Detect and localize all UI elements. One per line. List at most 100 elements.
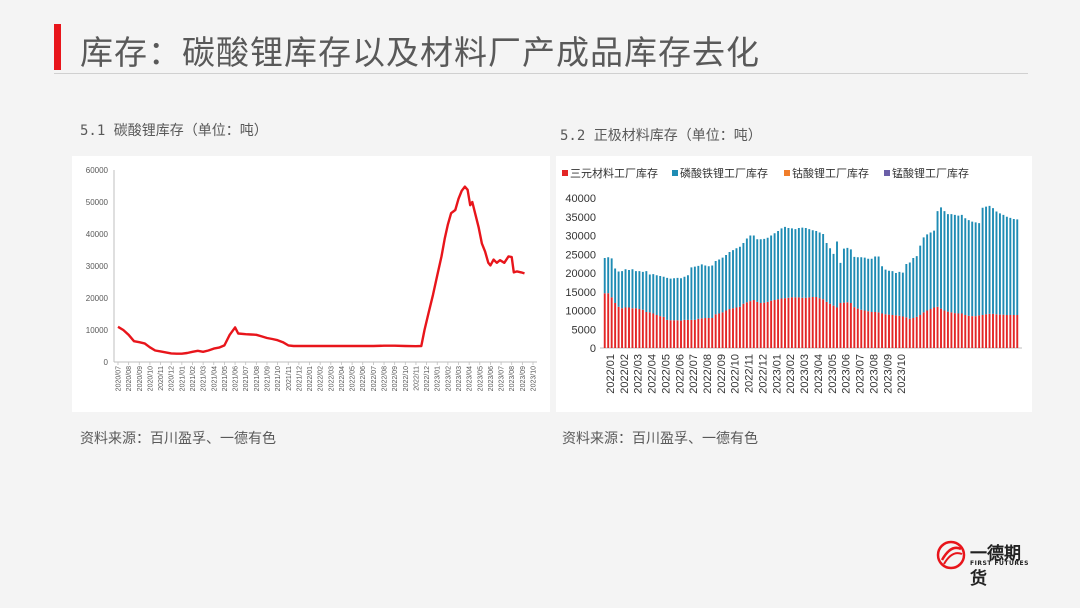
bar-ternary <box>638 309 641 348</box>
bar-ternary <box>825 301 828 349</box>
bar-lfp <box>874 256 877 312</box>
bar-lfp <box>759 239 762 303</box>
bar-lfp <box>922 237 925 313</box>
bar-ternary <box>614 303 617 348</box>
y-tick-label: 0 <box>590 343 596 355</box>
bar-ternary <box>725 310 728 348</box>
y-tick-label: 30000 <box>86 262 109 271</box>
right-chart-source: 资料来源：百川盈孚、一德有色 <box>562 431 758 447</box>
bar-lfp <box>881 266 884 314</box>
bar-ternary <box>801 297 804 348</box>
bar-ternary <box>964 315 967 348</box>
bar-ternary <box>610 297 613 349</box>
bar-ternary <box>631 308 634 348</box>
bar-ternary <box>995 314 998 348</box>
y-tick-label: 40000 <box>565 193 596 205</box>
bar-lfp <box>669 278 672 321</box>
y-tick-label: 15000 <box>565 287 596 299</box>
y-tick-label: 25000 <box>565 249 596 261</box>
y-tick-label: 0 <box>104 358 109 367</box>
bar-lfp <box>804 228 807 298</box>
bar-lfp <box>998 213 1001 315</box>
bar-ternary <box>628 307 630 348</box>
x-tick-label: 2023/05 <box>477 366 484 391</box>
right-chart-subtitle: 5.2 正极材料库存（单位：吨） <box>560 128 762 144</box>
bar-ternary <box>992 313 994 349</box>
bar-ternary <box>988 313 991 349</box>
bar-lfp <box>686 275 689 320</box>
bar-lfp <box>614 268 617 303</box>
bar-ternary <box>804 297 807 348</box>
bar-ternary <box>648 312 651 349</box>
x-tick-label: 2022/07 <box>371 366 378 391</box>
x-tick-label: 2023/08 <box>868 354 880 394</box>
bar-ternary <box>832 305 835 349</box>
bar-lfp <box>766 237 769 302</box>
bar-lfp <box>936 211 939 307</box>
x-tick-label: 2022/11 <box>744 354 756 393</box>
bar-lfp <box>919 245 922 316</box>
bar-lfp <box>974 222 977 317</box>
bar-lfp <box>634 271 637 309</box>
x-tick-label: 2020/07 <box>116 366 123 391</box>
x-tick-label: 2022/10 <box>403 366 410 391</box>
company-logo-name: 一德期货 <box>970 544 1021 589</box>
bar-ternary <box>818 298 821 349</box>
x-tick-label: 2023/07 <box>499 366 506 391</box>
x-tick-label: 2022/12 <box>424 366 431 391</box>
bar-ternary <box>946 311 949 349</box>
bar-ternary <box>790 297 793 349</box>
bar-lfp <box>787 228 790 298</box>
bar-lfp <box>752 235 755 300</box>
x-tick-label: 2020/10 <box>147 366 154 391</box>
bar-ternary <box>742 303 745 348</box>
bar-lfp <box>808 229 811 298</box>
bar-ternary <box>1005 315 1008 348</box>
cathode-inventory-bar-chart: 三元材料工厂库存 磷酸铁锂工厂库存 钴酸锂工厂库存 锰酸锂工厂库存 0 5000 10000… <box>562 166 1022 394</box>
bar-lfp <box>749 235 752 302</box>
bar-lfp <box>898 271 901 316</box>
legend-swatch <box>562 170 568 176</box>
bar-lfp <box>870 258 873 312</box>
bar-lfp <box>714 261 717 315</box>
bar-lfp <box>655 275 658 315</box>
bar-ternary <box>881 313 884 348</box>
bar-ternary <box>773 300 776 348</box>
bar-lfp <box>877 256 880 313</box>
bar-lfp <box>624 269 627 308</box>
bar-lfp <box>825 243 828 302</box>
bar-ternary <box>908 318 911 348</box>
bar-ternary <box>846 302 849 348</box>
bar-ternary <box>888 314 890 349</box>
y-tick-label: 5000 <box>572 324 596 336</box>
bar-lfp <box>960 214 963 314</box>
bar-ternary <box>950 312 953 349</box>
bar-lfp <box>693 266 696 320</box>
bar-lfp <box>610 258 613 298</box>
y-tick-label: 60000 <box>86 166 109 175</box>
bar-ternary <box>690 319 693 349</box>
bar-ternary <box>898 315 901 348</box>
y-tick-label: 30000 <box>565 231 596 243</box>
x-tick-label: 2023/09 <box>520 366 527 391</box>
bar-ternary <box>867 311 870 348</box>
bar-ternary <box>697 318 700 348</box>
bar-ternary <box>836 307 838 348</box>
bar-lfp <box>829 248 832 304</box>
x-tick-label: 2022/10 <box>730 354 742 394</box>
bar-ternary <box>666 319 669 349</box>
bar-ternary <box>957 313 960 348</box>
bar-ternary <box>967 315 970 348</box>
bar-lfp <box>735 248 738 308</box>
bar-ternary <box>714 314 717 348</box>
lithium-carbonate-chart-panel: 0 10000 20000 30000 40000 50000 60000 2020/07 20… <box>72 156 550 412</box>
bar-ternary <box>940 308 942 349</box>
x-tick-label: 2021/09 <box>264 366 271 391</box>
y-tick-label: 20000 <box>565 268 596 280</box>
x-tick-label: 2022/02 <box>318 366 325 391</box>
x-tick-label: 2022/02 <box>619 354 631 394</box>
bar-lfp <box>894 273 897 316</box>
x-tick-label: 2021/05 <box>222 366 229 391</box>
bar-lfp <box>697 265 700 319</box>
bar-lfp <box>628 270 630 308</box>
